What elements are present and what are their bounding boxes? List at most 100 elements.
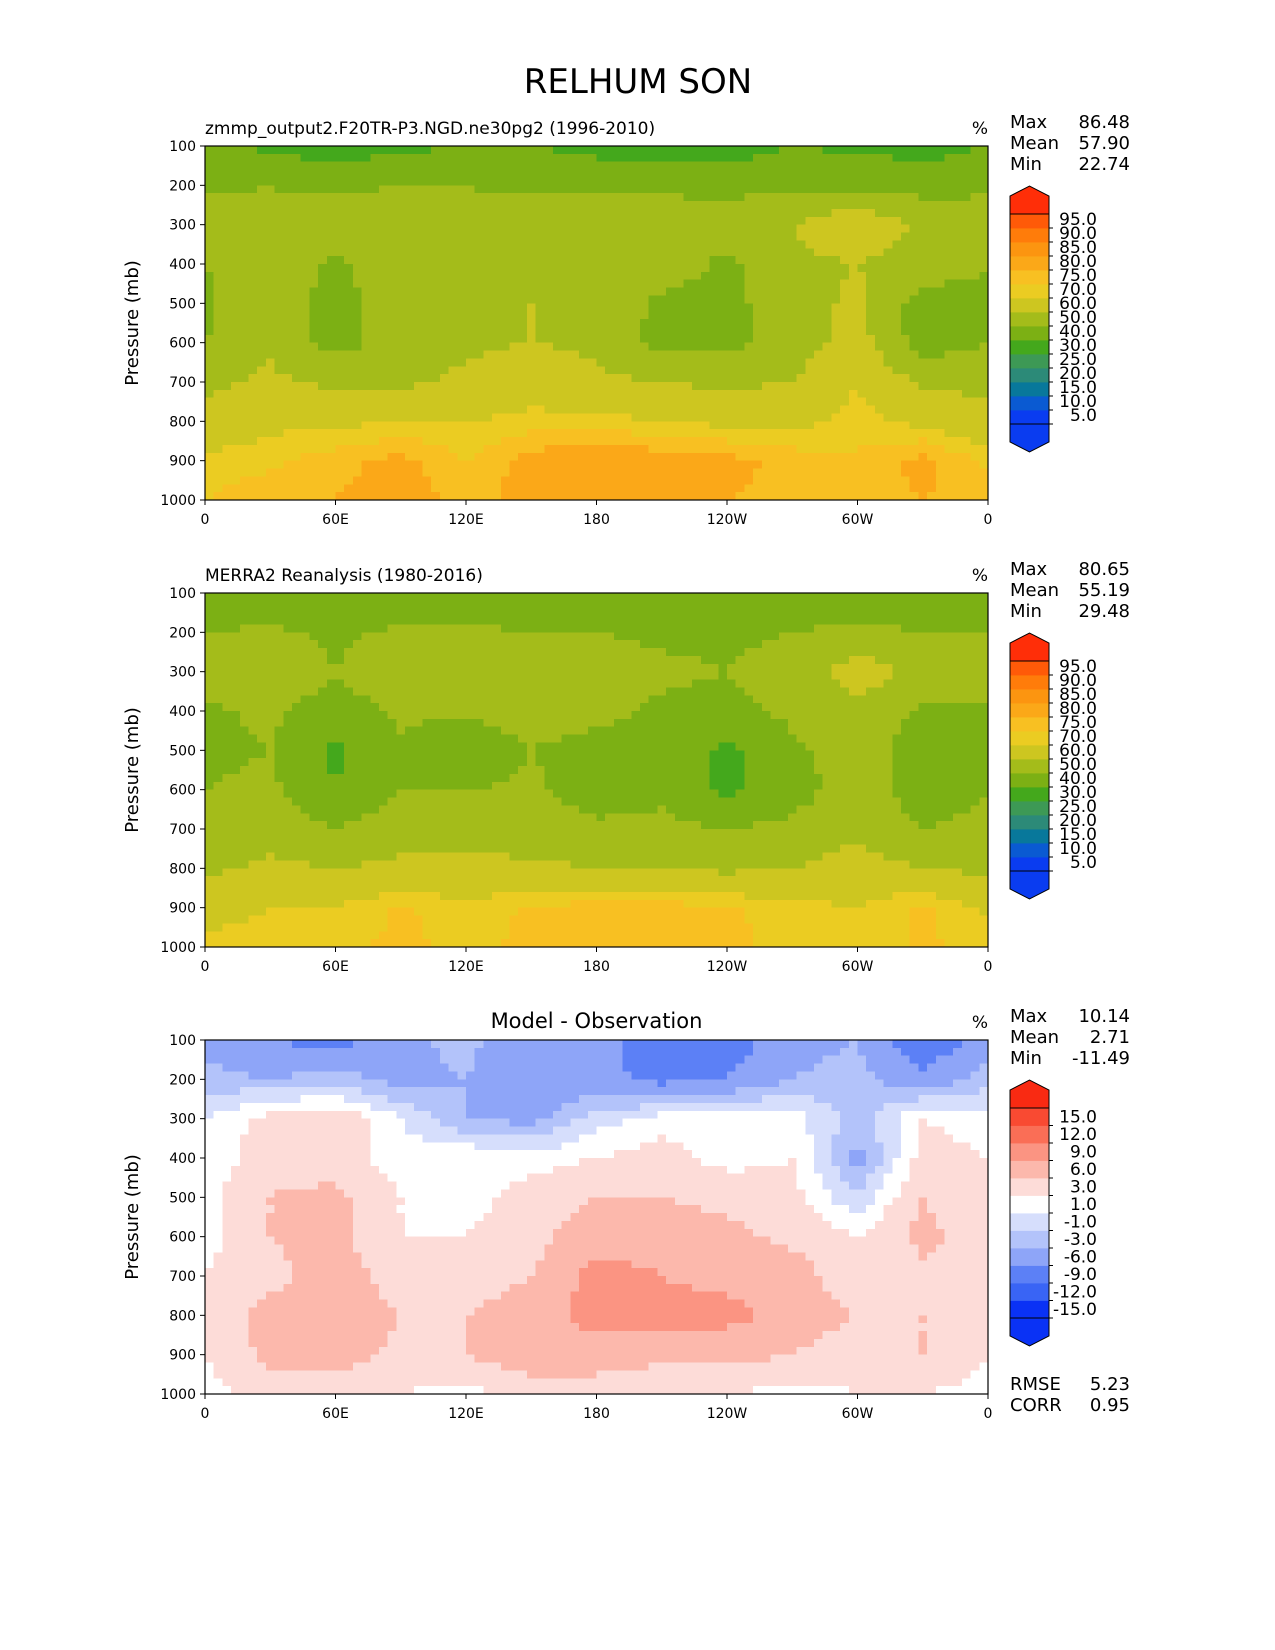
contour-cell (222, 279, 232, 289)
contour-cell (248, 382, 258, 391)
contour-cell (831, 256, 841, 265)
contour-cell (840, 185, 850, 194)
contour-cell (735, 655, 745, 665)
contour-cell (709, 437, 719, 446)
contour-cell (274, 311, 284, 320)
contour-cell (805, 334, 815, 344)
contour-cell (735, 224, 745, 234)
contour-cell (344, 326, 354, 336)
contour-cell (344, 240, 354, 249)
contour-cell (727, 452, 737, 462)
contour-cell (526, 161, 537, 171)
contour-cell (518, 232, 528, 241)
contour-cell (640, 224, 650, 234)
contour-cell (918, 444, 928, 454)
contour-cell (918, 616, 928, 626)
contour-cell (822, 248, 832, 257)
contour-cell (640, 193, 650, 202)
contour-cell (535, 201, 545, 210)
contour-cell (727, 389, 737, 399)
contour-cell (396, 311, 406, 320)
contour-cell (361, 429, 371, 438)
contour-cell (518, 600, 528, 610)
contour-cell (396, 232, 406, 241)
contour-cell (318, 216, 328, 226)
contour-cell (205, 193, 215, 202)
contour-cell (248, 224, 258, 234)
contour-cell (396, 240, 406, 249)
contour-cell (535, 295, 545, 304)
contour-cell (622, 389, 632, 399)
contour-cell (335, 374, 345, 383)
contour-cell (457, 492, 467, 501)
contour-cell (544, 256, 554, 265)
contour-cell (518, 460, 528, 470)
contour-cell (283, 271, 293, 281)
contour-cell (518, 169, 528, 179)
contour-cell (587, 366, 598, 375)
contour-cell (779, 655, 789, 665)
contour-cell (787, 240, 798, 249)
contour-cell (857, 240, 867, 249)
contour-cell (509, 600, 519, 610)
contour-cell (805, 185, 815, 194)
contour-cell (831, 232, 841, 241)
contour-cell (753, 655, 763, 665)
contour-cell (753, 492, 763, 501)
contour-cell (953, 608, 963, 618)
contour-cell (761, 295, 772, 304)
contour-cell (570, 264, 580, 273)
contour-cell (979, 287, 989, 297)
contour-cell (753, 593, 763, 602)
contour-cell (883, 413, 893, 422)
contour-cell (622, 640, 632, 649)
contour-cell (953, 366, 963, 375)
contour-cell (874, 608, 885, 618)
contour-cell (648, 161, 658, 171)
contour-cell (439, 311, 450, 320)
contour-cell (439, 429, 450, 438)
contour-cell (292, 264, 302, 273)
contour-cell (822, 311, 832, 320)
contour-cell (761, 161, 772, 171)
contour-cell (335, 216, 345, 226)
contour-cell (222, 389, 232, 399)
contour-cell (796, 326, 806, 336)
contour-cell (300, 444, 310, 454)
contour-cell (474, 444, 484, 454)
contour-cell (422, 405, 432, 415)
contour-cell (439, 663, 450, 673)
contour-cell (979, 271, 989, 281)
contour-cell (666, 208, 676, 218)
contour-cell (300, 358, 310, 367)
contour-cell (213, 374, 223, 383)
contour-cell (718, 295, 728, 304)
contour-cell (518, 468, 528, 477)
contour-cell (927, 397, 937, 407)
contour-cell (535, 429, 545, 438)
contour-cell (326, 232, 337, 241)
contour-cell (831, 185, 841, 194)
contour-cell (379, 405, 389, 415)
contour-cell (466, 600, 476, 610)
contour-cell (474, 279, 484, 289)
contour-cell (874, 303, 885, 312)
contour-cell (248, 216, 258, 226)
contour-cell (814, 248, 824, 257)
contour-cell (239, 593, 250, 602)
contour-cell (300, 484, 310, 493)
contour-cell (866, 616, 876, 626)
contour-cell (735, 279, 745, 289)
contour-cell (831, 319, 841, 328)
contour-cell (961, 382, 972, 391)
contour-cell (335, 342, 345, 352)
contour-cell (283, 421, 293, 430)
contour-cell (822, 655, 832, 665)
contour-cell (361, 593, 371, 602)
contour-cell (335, 600, 345, 610)
contour-cell (927, 593, 937, 602)
contour-cell (814, 374, 824, 383)
contour-cell (892, 429, 902, 438)
contour-cell (553, 437, 563, 446)
contour-cell (248, 460, 258, 470)
